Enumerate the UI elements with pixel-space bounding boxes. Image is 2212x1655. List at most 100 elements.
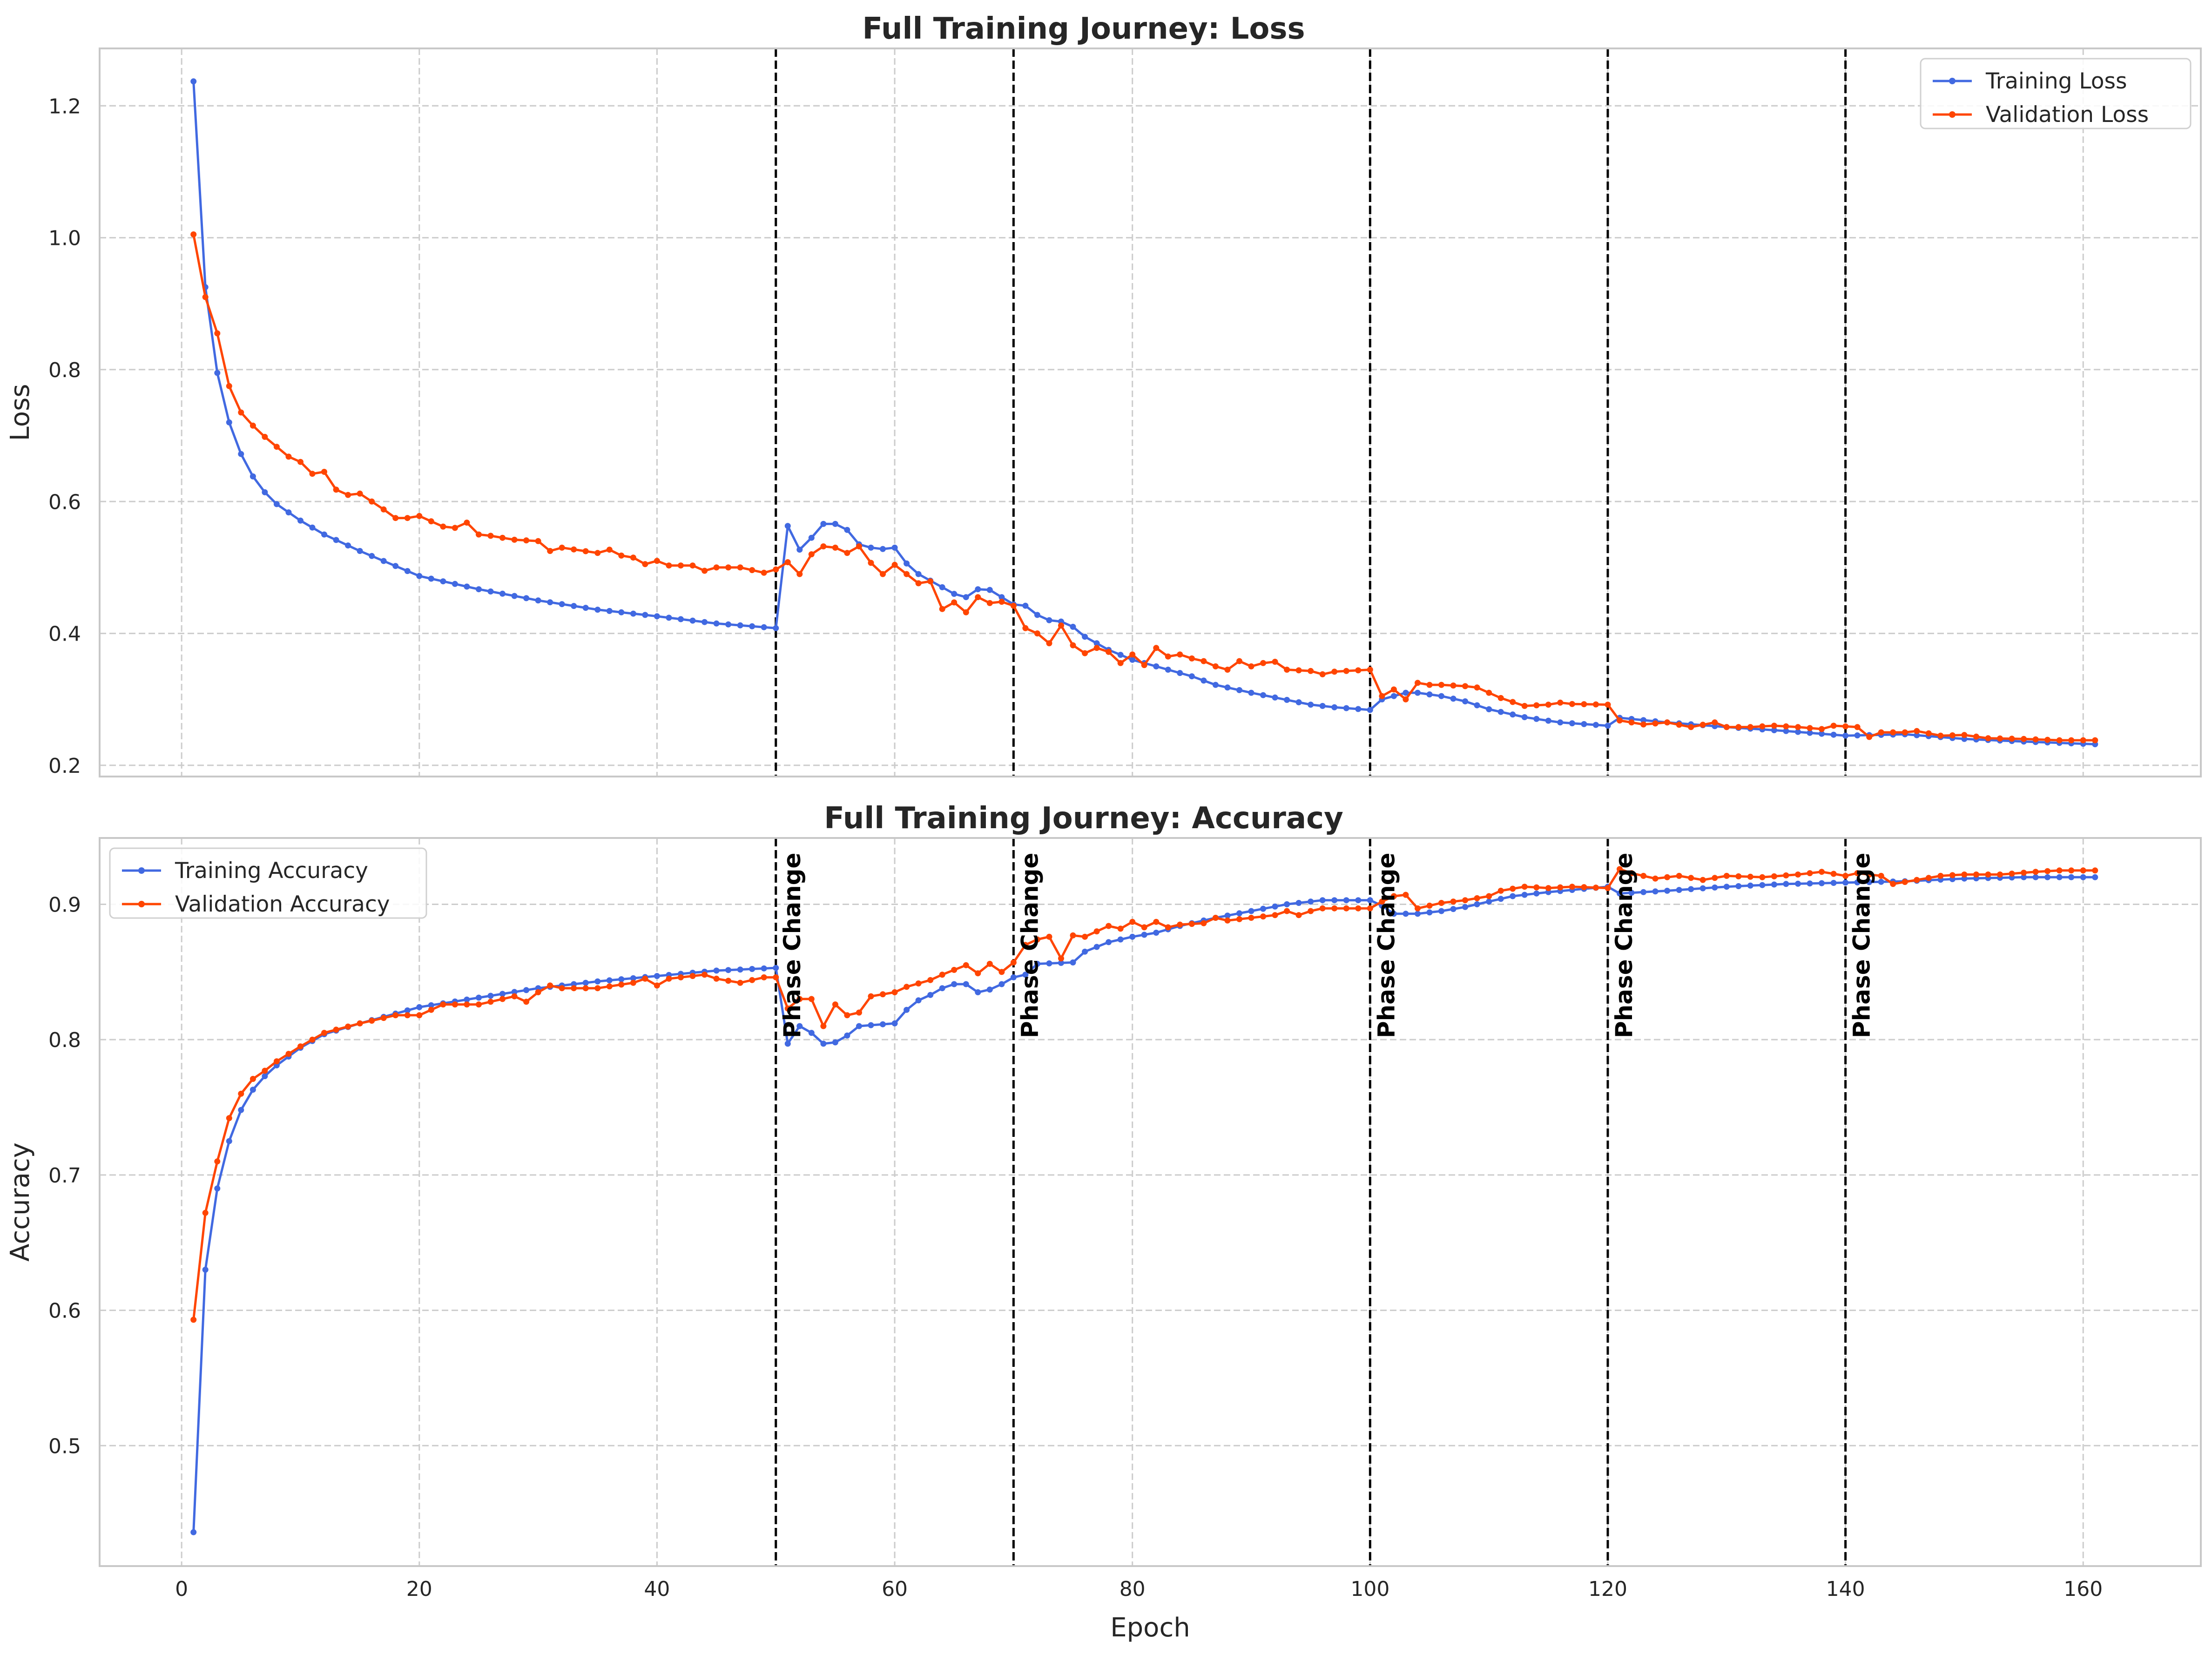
loss-data-point bbox=[285, 509, 292, 516]
loss-data-point bbox=[1343, 668, 1349, 674]
loss-data-point bbox=[1795, 724, 1801, 730]
accuracy-data-point bbox=[630, 979, 636, 986]
loss-data-point bbox=[1605, 702, 1611, 708]
accuracy-data-point bbox=[891, 989, 898, 995]
accuracy-data-point bbox=[666, 975, 672, 982]
loss-data-point bbox=[1355, 667, 1362, 674]
accuracy-y-tick-label: 0.7 bbox=[48, 1164, 81, 1188]
accuracy-data-point bbox=[1117, 936, 1124, 943]
loss-legend-swatch-marker bbox=[1949, 78, 1956, 84]
loss-data-point bbox=[476, 586, 482, 593]
accuracy-data-point bbox=[226, 1115, 232, 1121]
accuracy-data-point bbox=[880, 991, 886, 998]
accuracy-data-point bbox=[1521, 884, 1528, 890]
accuracy-data-point bbox=[986, 986, 993, 993]
loss-data-point bbox=[1082, 634, 1088, 640]
accuracy-data-point bbox=[1640, 872, 1647, 879]
accuracy-data-point bbox=[1961, 871, 1968, 878]
accuracy-data-point bbox=[1284, 901, 1290, 907]
accuracy-data-point bbox=[499, 991, 506, 997]
accuracy-data-point bbox=[1082, 948, 1088, 955]
accuracy-data-point bbox=[404, 1012, 411, 1019]
loss-data-point bbox=[986, 587, 993, 593]
accuracy-data-point bbox=[1117, 925, 1124, 932]
accuracy-data-point bbox=[1331, 905, 1338, 912]
loss-data-point bbox=[333, 537, 339, 543]
loss-data-point bbox=[1617, 717, 1623, 724]
accuracy-data-point bbox=[856, 1009, 862, 1016]
accuracy-data-point bbox=[1141, 924, 1147, 931]
loss-data-point bbox=[1510, 711, 1516, 718]
loss-data-point bbox=[523, 595, 530, 601]
loss-data-point bbox=[1390, 686, 1397, 693]
accuracy-data-point bbox=[1712, 884, 1718, 891]
accuracy-data-point bbox=[1735, 873, 1742, 879]
accuracy-data-point bbox=[1450, 898, 1457, 905]
accuracy-data-point bbox=[1628, 870, 1635, 877]
accuracy-data-point bbox=[868, 1022, 874, 1028]
loss-data-point bbox=[214, 330, 221, 337]
loss-data-point bbox=[1177, 651, 1183, 658]
accuracy-data-point bbox=[975, 970, 981, 977]
loss-data-point bbox=[1379, 693, 1385, 699]
loss-data-point bbox=[499, 590, 506, 597]
accuracy-data-point bbox=[1188, 921, 1195, 927]
accuracy-data-point bbox=[1866, 871, 1873, 878]
loss-data-point bbox=[820, 543, 827, 550]
loss-data-point bbox=[808, 534, 815, 541]
loss-data-point bbox=[630, 554, 636, 561]
loss-data-point bbox=[808, 551, 815, 558]
loss-data-point bbox=[1783, 728, 1789, 734]
accuracy-data-point bbox=[773, 965, 779, 971]
accuracy-legend-swatch-marker bbox=[138, 867, 145, 874]
accuracy-data-point bbox=[1177, 921, 1183, 928]
accuracy-data-point bbox=[321, 1030, 327, 1036]
loss-data-point bbox=[1034, 612, 1040, 618]
loss-data-point bbox=[1819, 726, 1825, 732]
accuracy-data-point bbox=[1854, 879, 1861, 885]
loss-data-point bbox=[1046, 617, 1052, 623]
accuracy-data-point bbox=[1390, 893, 1397, 899]
loss-data-point bbox=[915, 580, 922, 587]
accuracy-data-point bbox=[1807, 870, 1813, 877]
accuracy-data-point bbox=[606, 977, 613, 984]
loss-data-point bbox=[1557, 699, 1564, 706]
accuracy-data-point bbox=[559, 985, 565, 992]
accuracy-data-point bbox=[333, 1027, 339, 1033]
accuracy-legend-box bbox=[109, 847, 427, 919]
accuracy-data-point bbox=[1712, 875, 1718, 881]
accuracy-data-point bbox=[1592, 885, 1599, 891]
loss-data-point bbox=[844, 527, 850, 533]
accuracy-data-point bbox=[1771, 881, 1777, 888]
loss-data-point bbox=[737, 564, 743, 571]
accuracy-data-point bbox=[487, 993, 494, 999]
accuracy-data-point bbox=[1093, 928, 1100, 935]
loss-data-point bbox=[1652, 720, 1659, 727]
accuracy-data-point bbox=[1224, 917, 1231, 924]
loss-data-point bbox=[1343, 705, 1349, 711]
accuracy-data-point bbox=[273, 1058, 280, 1065]
loss-data-point bbox=[1141, 662, 1147, 669]
loss-data-point bbox=[1830, 723, 1837, 729]
loss-data-point bbox=[1533, 702, 1540, 709]
loss-data-point bbox=[1462, 683, 1469, 689]
loss-data-point bbox=[1474, 702, 1480, 709]
loss-data-point bbox=[1914, 728, 1920, 734]
loss-data-point bbox=[1474, 684, 1480, 691]
loss-data-point bbox=[1688, 724, 1694, 730]
accuracy-data-point bbox=[202, 1209, 209, 1216]
loss-data-point bbox=[1212, 682, 1219, 688]
loss-data-point bbox=[1295, 667, 1302, 674]
loss-data-point bbox=[2021, 736, 2027, 742]
accuracy-data-point bbox=[2056, 874, 2063, 880]
accuracy-data-point bbox=[1902, 879, 1908, 885]
loss-data-point bbox=[440, 523, 446, 530]
accuracy-data-point bbox=[1319, 905, 1326, 912]
accuracy-data-point bbox=[749, 977, 755, 983]
accuracy-data-point bbox=[737, 979, 743, 986]
loss-data-point bbox=[1842, 732, 1849, 739]
loss-data-point bbox=[1022, 602, 1029, 609]
loss-data-point bbox=[487, 588, 494, 594]
